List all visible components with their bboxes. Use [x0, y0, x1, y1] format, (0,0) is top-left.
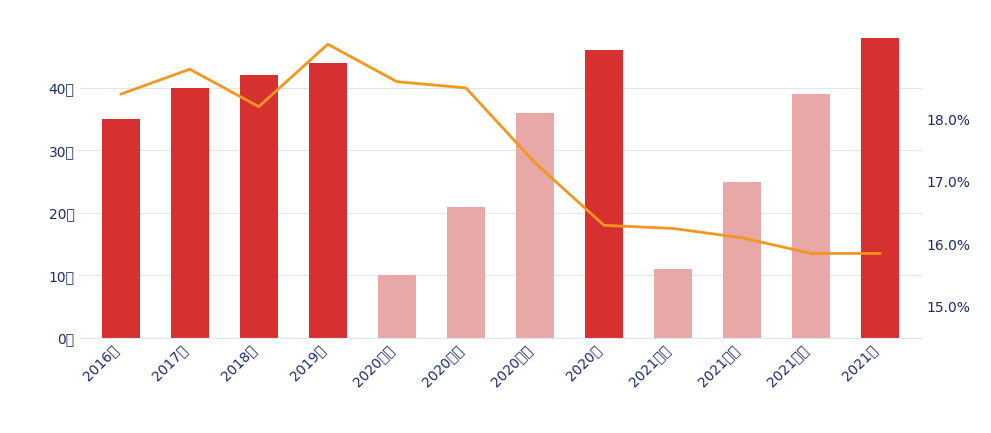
- Bar: [585, 51, 623, 338]
- Bar: [170, 88, 209, 338]
- Bar: [654, 269, 692, 338]
- Bar: [309, 63, 347, 338]
- Bar: [861, 38, 899, 338]
- Bar: [792, 94, 830, 338]
- Bar: [723, 181, 761, 338]
- Bar: [447, 207, 485, 338]
- Bar: [516, 113, 554, 338]
- Bar: [378, 275, 416, 338]
- Bar: [102, 119, 140, 338]
- Bar: [240, 75, 277, 338]
